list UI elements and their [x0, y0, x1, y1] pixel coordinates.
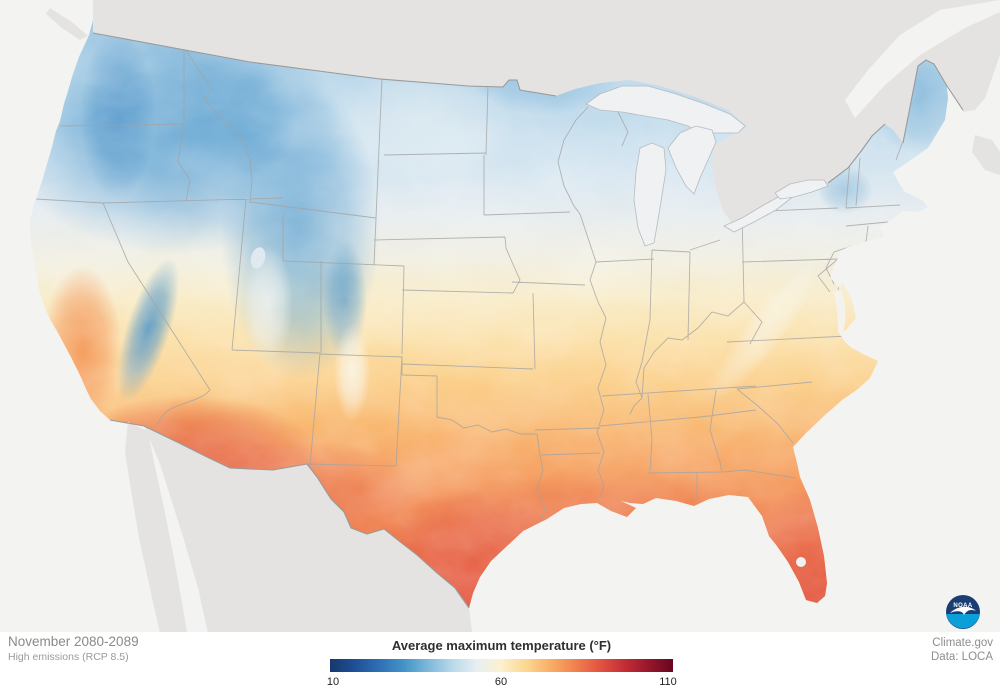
st-lawrence-water	[845, 0, 1000, 118]
nova-scotia	[972, 135, 1000, 175]
great-lakes	[585, 85, 829, 247]
mexico-landmass	[144, 426, 472, 632]
credit-data-source: Data: LOCA	[931, 651, 993, 663]
legend-ticks: 10 60 110	[326, 676, 677, 690]
chesapeake-bay	[834, 290, 846, 333]
us-temperature-map	[0, 0, 1000, 632]
noaa-gull-icon	[950, 606, 976, 615]
lake-superior	[585, 85, 746, 134]
scenario-label: High emissions (RCP 8.5)	[8, 651, 129, 663]
canada-landmass	[0, 0, 1000, 183]
noaa-logo-text: NOAA	[953, 603, 973, 609]
legend-tick-max: 110	[659, 676, 677, 688]
noaa-logo: NOAA	[946, 595, 980, 629]
canada-border-line	[92, 32, 964, 184]
credit-site: Climate.gov	[932, 637, 993, 649]
legend-tick-min: 10	[326, 676, 340, 688]
great-salt-lake	[250, 247, 266, 269]
lake-ontario	[774, 179, 829, 200]
lake-okeechobee	[796, 557, 806, 567]
ontario-peninsula	[712, 127, 828, 229]
lake-michigan	[633, 142, 667, 247]
mexico-border-line	[109, 419, 470, 609]
vancouver-island	[46, 8, 88, 40]
map-caption: November 2080-2089 High emissions (RCP 8…	[8, 634, 139, 663]
legend-title: Average maximum temperature (°F)	[391, 638, 612, 653]
baja-california	[125, 422, 187, 632]
state-borders	[35, 47, 904, 523]
lake-huron	[667, 125, 717, 195]
legend-gradient-bar	[330, 659, 673, 672]
period-label: November 2080-2089	[8, 634, 139, 649]
credits-block: Climate.gov Data: LOCA	[931, 636, 993, 664]
legend-tick-mid: 60	[494, 676, 508, 688]
